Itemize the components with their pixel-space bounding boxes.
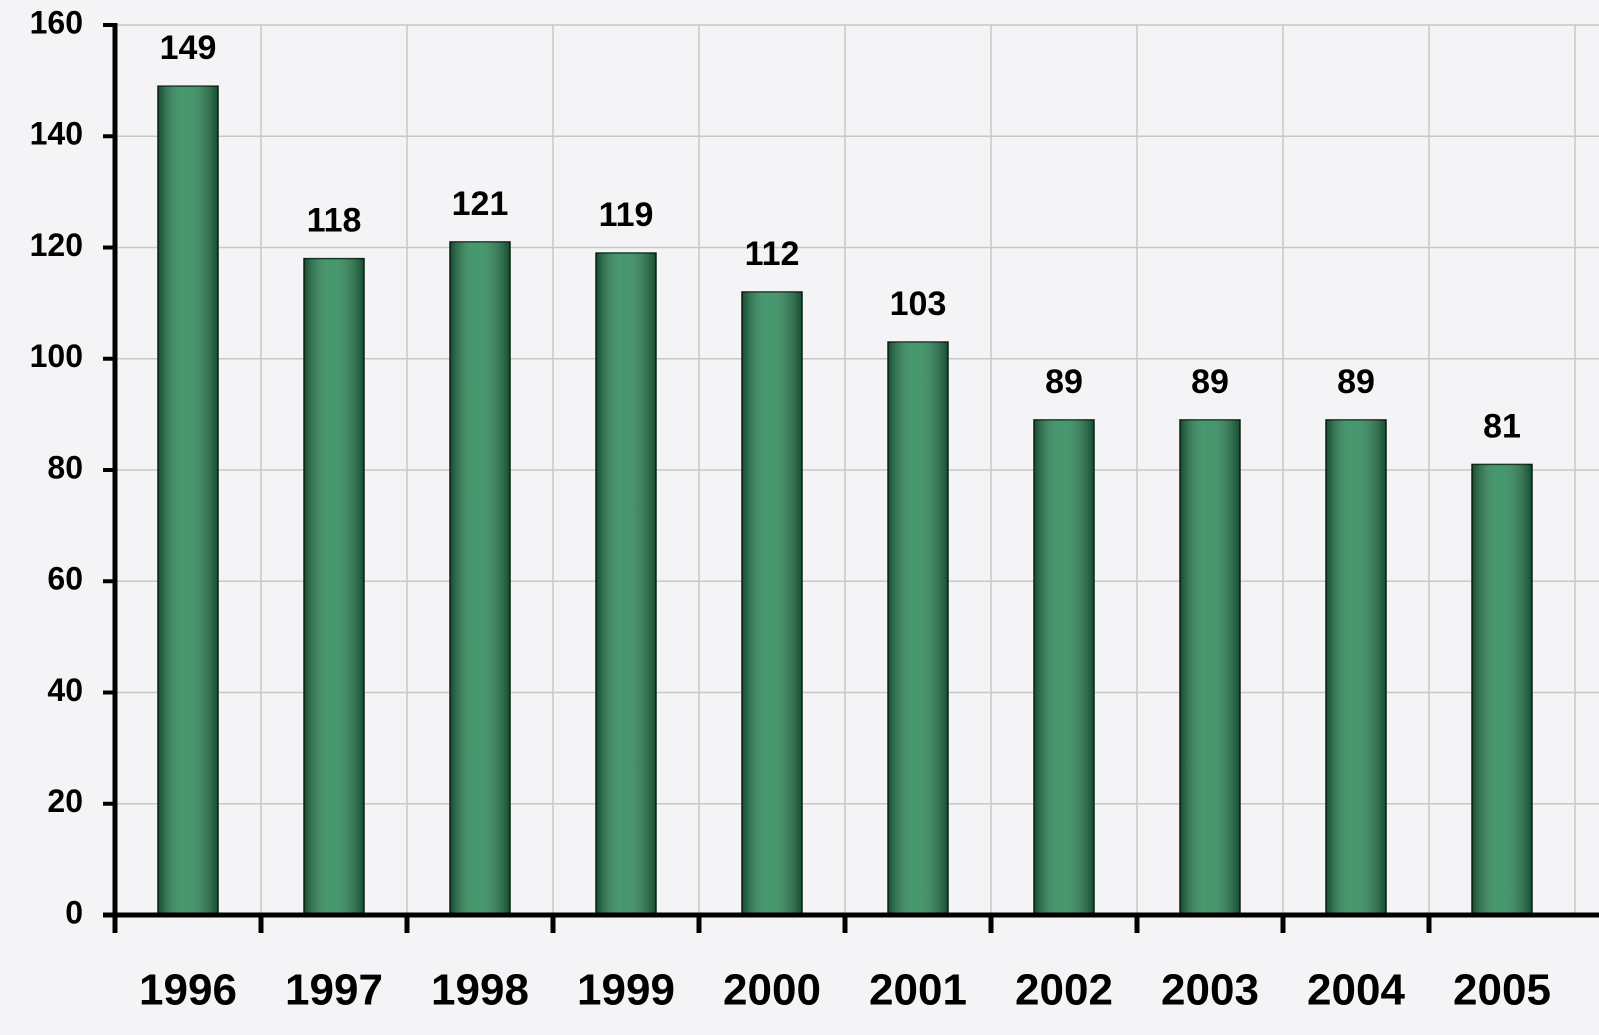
value-label: 119 xyxy=(599,196,654,234)
x-tick-label: 1998 xyxy=(431,966,529,1015)
y-tick-label: 60 xyxy=(47,561,83,597)
x-tick-label: 2000 xyxy=(723,966,821,1015)
x-tick-label: 1997 xyxy=(285,966,383,1015)
value-label: 118 xyxy=(307,202,362,240)
x-tick-label: 1999 xyxy=(577,966,675,1015)
value-label: 112 xyxy=(745,235,800,273)
value-label: 121 xyxy=(452,185,509,223)
bar xyxy=(1033,419,1095,916)
value-label: 89 xyxy=(1337,363,1375,401)
y-tick-label: 20 xyxy=(47,783,83,819)
x-tick-label: 1996 xyxy=(139,966,237,1015)
value-label: 103 xyxy=(890,285,947,323)
y-tick-label: 100 xyxy=(30,338,83,374)
y-tick-label: 160 xyxy=(30,4,83,40)
bar xyxy=(1325,419,1387,916)
x-tick-label: 2004 xyxy=(1307,966,1405,1015)
y-tick-label: 40 xyxy=(47,672,83,708)
value-label: 149 xyxy=(160,29,217,67)
x-tick-label: 2002 xyxy=(1015,966,1113,1015)
x-tick-label: 2001 xyxy=(869,966,967,1015)
axes: 0 20 40 60 80 100 120 140 160 1996 1997 1998 1999 200… xyxy=(30,4,1599,1015)
value-label: 89 xyxy=(1191,363,1229,401)
x-tick-label: 2005 xyxy=(1453,966,1551,1015)
value-label: 81 xyxy=(1483,407,1521,445)
bar xyxy=(1179,419,1241,916)
y-tick-label: 140 xyxy=(30,116,83,152)
bar xyxy=(887,341,949,916)
x-tick-label: 2003 xyxy=(1161,966,1259,1015)
bar xyxy=(741,291,803,916)
bar xyxy=(449,241,511,916)
y-tick-label: 80 xyxy=(47,449,83,485)
bar xyxy=(157,85,219,916)
y-tick-label: 120 xyxy=(30,227,83,263)
y-tick-label: 0 xyxy=(65,894,83,930)
value-label: 89 xyxy=(1045,363,1083,401)
bar xyxy=(1471,463,1533,916)
bar xyxy=(595,252,657,916)
bar xyxy=(303,257,365,916)
